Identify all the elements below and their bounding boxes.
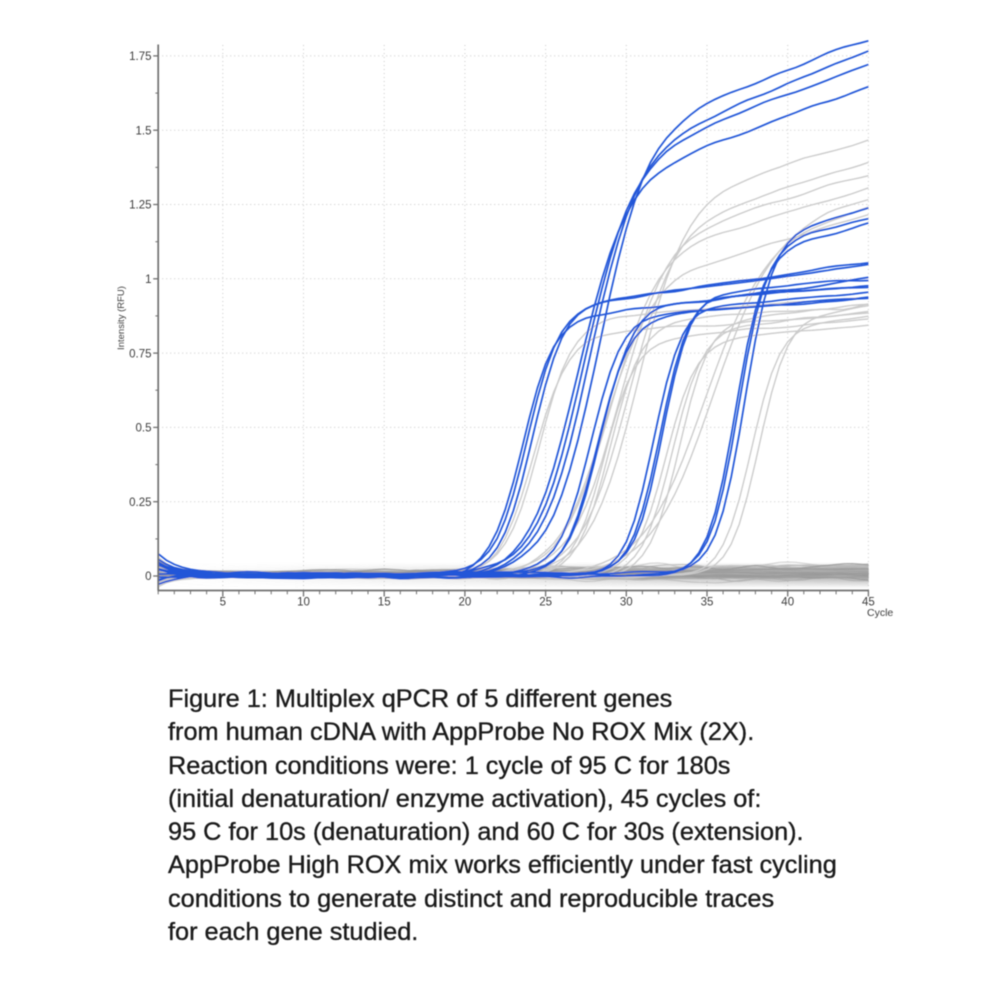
svg-text:40: 40 xyxy=(781,597,794,609)
svg-text:1: 1 xyxy=(145,274,151,286)
svg-text:Cycle: Cycle xyxy=(867,607,893,619)
svg-text:5: 5 xyxy=(220,597,226,609)
svg-text:0.25: 0.25 xyxy=(129,497,151,509)
svg-text:45: 45 xyxy=(862,597,875,609)
svg-text:15: 15 xyxy=(378,597,391,609)
svg-text:1.75: 1.75 xyxy=(129,51,151,63)
svg-text:0: 0 xyxy=(145,571,151,583)
svg-text:30: 30 xyxy=(620,597,633,609)
svg-text:1.5: 1.5 xyxy=(136,125,152,137)
svg-text:Intensity (RFU): Intensity (RFU) xyxy=(116,286,127,350)
svg-text:35: 35 xyxy=(701,597,714,609)
svg-text:25: 25 xyxy=(539,597,552,609)
svg-text:20: 20 xyxy=(459,597,472,609)
svg-text:10: 10 xyxy=(297,597,310,609)
svg-text:0.75: 0.75 xyxy=(129,348,151,360)
svg-text:0.5: 0.5 xyxy=(136,423,152,435)
svg-text:1.25: 1.25 xyxy=(129,200,151,212)
